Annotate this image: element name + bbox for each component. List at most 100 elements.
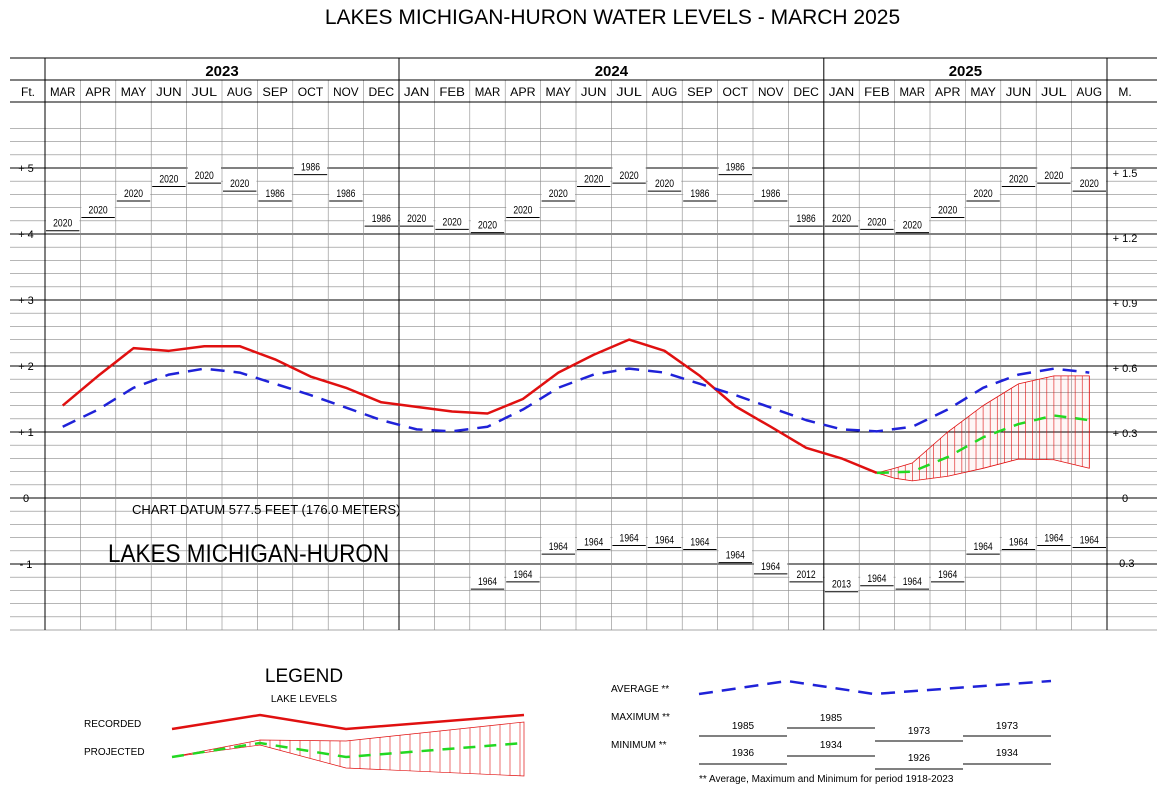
- maximum-year-label: 2020: [230, 178, 250, 190]
- meters-unit-label: M.: [1118, 85, 1131, 99]
- maximum-label-bg: [329, 184, 363, 200]
- month-label: FEB: [439, 85, 465, 99]
- chart-frame: [10, 57, 1157, 631]
- maximum-label-bg: [1072, 174, 1106, 191]
- minimum-label-bg: [860, 568, 894, 585]
- minimum-label-bg: [541, 537, 575, 554]
- month-label: MAR: [900, 85, 926, 99]
- minimum-label-bg: [683, 532, 717, 549]
- minimum-label-bg: [718, 545, 752, 562]
- feet-tick-label: + 2: [18, 361, 34, 373]
- maximum-label-bg: [152, 169, 186, 186]
- legend: LEGEND LAKE LEVELS RECORDED PROJECTED AV…: [84, 666, 1052, 785]
- minimum-label-bg: [931, 564, 965, 581]
- meters-tick-label: + 0.6: [1113, 363, 1138, 375]
- month-label: JUN: [1006, 85, 1032, 99]
- maximum-label-bg: [577, 169, 611, 186]
- maximum-year-label: 2020: [867, 216, 887, 228]
- maximum-year-label: 2020: [549, 188, 569, 200]
- maximum-label-bg: [187, 166, 221, 183]
- meters-tick-label: + 1.2: [1113, 233, 1138, 245]
- maximum-year-label: 2020: [1009, 174, 1029, 186]
- calendar-header: 2023 2024 2025 MAR APR MAY JUN JUL AUG SEP OCT NOV D…: [21, 63, 1132, 99]
- month-label: APR: [85, 85, 111, 99]
- minimum-label-bg: [789, 564, 823, 581]
- maximum-label-bg: [931, 200, 965, 217]
- maximum-label-bg: [718, 157, 752, 174]
- maximum-year-label: 2020: [974, 188, 994, 200]
- minimum-label-bg: [470, 572, 505, 589]
- maximum-year-label: 2020: [407, 213, 427, 225]
- axis-ticks: + 5 + 4 + 3 + 2 + 1 0 - 1 + 1.5 + 1.2 + 0.9 + 0.6 +…: [18, 163, 1137, 571]
- maximum-label-bg: [435, 212, 469, 229]
- maximum-label-bg: [223, 174, 257, 191]
- legend-minimum-year: 1926: [908, 753, 931, 764]
- legend-subtitle: LAKE LEVELS: [271, 694, 337, 705]
- minimum-year-label: 1964: [584, 537, 604, 549]
- minimum-year-label: 1964: [1009, 537, 1029, 549]
- legend-projected-range: [171, 721, 525, 777]
- minimum-year-label: 1964: [867, 573, 887, 585]
- maximum-year-label: 2020: [513, 205, 533, 217]
- minimum-year-label: 2013: [832, 579, 852, 591]
- year-label: 2025: [949, 63, 982, 80]
- maximum-year-label: 1986: [761, 188, 781, 200]
- month-label: JUN: [581, 85, 607, 99]
- projected-range-hatch: [875, 375, 1090, 482]
- maximum-year-label: 2020: [938, 205, 958, 217]
- feet-unit-label: Ft.: [21, 85, 35, 99]
- month-label: JUL: [192, 85, 218, 99]
- legend-maximum-year: 1973: [908, 726, 931, 737]
- month-label: AUG: [1077, 85, 1103, 99]
- maximum-year-label: 1986: [301, 162, 321, 174]
- meters-tick-label: + 0.3: [1113, 428, 1138, 440]
- maximum-label-bg: [683, 184, 717, 200]
- minimum-label-bg: [1037, 528, 1071, 545]
- minimum-year-label: 1964: [690, 537, 710, 549]
- legend-range-outline: [171, 721, 525, 777]
- maximum-year-label: 1986: [336, 188, 356, 200]
- maximum-year-label: 2020: [584, 174, 604, 186]
- month-label: MAR: [50, 85, 76, 99]
- legend-maximum-year: 1985: [732, 721, 755, 732]
- year-label: 2024: [595, 63, 629, 80]
- minimum-label-bg: [824, 574, 859, 591]
- meters-tick-label: + 1.5: [1113, 168, 1138, 180]
- max-min-markers: 2020 2020 2020 2020 2020 2020 1986 1986 1986 1986…: [46, 157, 1106, 593]
- legend-year-markers: 1985 1985 1973 1973 1936 1934 1926 1934: [699, 713, 1051, 770]
- feet-tick-label: + 4: [18, 229, 34, 241]
- chart-datum-note: CHART DATUM 577.5 FEET (176.0 METERS): [132, 502, 401, 517]
- legend-minimum-year: 1934: [996, 748, 1019, 759]
- maximum-year-label: 1986: [797, 213, 817, 225]
- chart-annotations: CHART DATUM 577.5 FEET (176.0 METERS) LA…: [108, 502, 401, 568]
- average-series-line: [62, 367, 1090, 433]
- minimum-label-bg: [966, 537, 1000, 554]
- legend-projected-label: PROJECTED: [84, 747, 145, 758]
- maximum-label-bg: [647, 174, 682, 191]
- feet-tick-label: + 3: [18, 295, 34, 307]
- legend-maximum-year: 1985: [820, 713, 843, 724]
- legend-minimum-label: MINIMUM **: [611, 740, 667, 751]
- legend-minimum-year: 1934: [820, 740, 843, 751]
- maximum-year-label: 2020: [159, 174, 179, 186]
- legend-maximum-label: MAXIMUM **: [611, 712, 670, 723]
- month-label: JUN: [156, 85, 182, 99]
- month-label: JUL: [1041, 85, 1067, 99]
- maximum-year-label: 1986: [266, 188, 286, 200]
- maximum-label-bg: [400, 209, 434, 226]
- maximum-label-bg: [1037, 166, 1071, 183]
- maximum-label-bg: [966, 184, 1000, 200]
- month-label: JAN: [404, 85, 430, 99]
- lake-name-label: LAKES MICHIGAN-HURON: [108, 540, 389, 568]
- legend-maximum-year: 1973: [996, 721, 1019, 732]
- feet-tick-label: 0: [23, 493, 29, 505]
- minimum-year-label: 1964: [620, 533, 640, 545]
- minimum-label-bg: [612, 528, 646, 545]
- maximum-label-bg: [824, 209, 859, 226]
- maximum-year-label: 1986: [726, 162, 746, 174]
- feet-tick-label: + 1: [18, 427, 34, 439]
- month-label: DEC: [369, 85, 395, 99]
- month-label: AUG: [652, 85, 678, 99]
- maximum-year-label: 2020: [124, 188, 144, 200]
